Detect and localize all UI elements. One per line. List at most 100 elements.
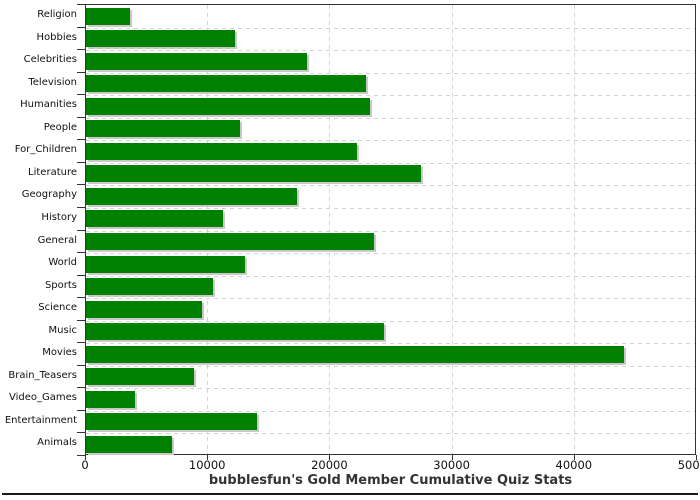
category-label-movies: Movies <box>42 347 77 359</box>
bar-movies <box>86 346 624 363</box>
y-axis-tick <box>77 252 85 253</box>
bar-for_children <box>86 143 357 160</box>
y-axis-tick <box>77 387 85 388</box>
vertical-gridline <box>573 5 575 454</box>
category-label-brain_teasers: Brain_Teasers <box>8 369 77 381</box>
category-label-geography: Geography <box>21 189 77 201</box>
horizontal-gridline <box>86 388 695 389</box>
category-label-television: Television <box>28 76 77 88</box>
y-axis-tick <box>77 27 85 28</box>
bar-people <box>86 120 240 137</box>
bar-video_games <box>86 391 135 408</box>
category-label-music: Music <box>48 324 77 336</box>
y-axis-tick <box>77 342 85 343</box>
y-axis-tick <box>77 455 85 456</box>
x-tick-label-50000: 50000 <box>677 458 700 472</box>
horizontal-gridline <box>86 298 695 299</box>
bar-geography <box>86 188 297 205</box>
horizontal-gridline <box>86 366 695 367</box>
y-axis-tick <box>77 117 85 118</box>
x-tick-label-20000: 20000 <box>311 458 348 472</box>
bar-history <box>86 210 223 227</box>
horizontal-gridline <box>86 28 695 29</box>
category-label-general: General <box>37 234 77 246</box>
horizontal-gridline <box>86 95 695 96</box>
horizontal-gridline <box>86 208 695 209</box>
y-axis-tick <box>77 184 85 185</box>
horizontal-gridline <box>86 118 695 119</box>
x-axis-tick <box>207 455 208 460</box>
horizontal-gridline <box>86 140 695 141</box>
horizontal-gridline <box>86 231 695 232</box>
x-tick-label-40000: 40000 <box>555 458 593 472</box>
horizontal-gridline <box>86 253 695 254</box>
y-axis-tick <box>77 320 85 321</box>
category-label-hobbies: Hobbies <box>36 31 77 43</box>
x-axis-tick <box>329 455 330 460</box>
y-axis-tick <box>77 297 85 298</box>
category-label-for_children: For_Children <box>14 144 77 156</box>
bar-animals <box>86 436 172 453</box>
bar-world <box>86 256 245 273</box>
y-axis-tick <box>77 432 85 433</box>
bar-humanities <box>86 98 370 115</box>
category-label-video_games: Video_Games <box>9 392 77 404</box>
x-axis-tick <box>452 455 453 460</box>
y-axis-tick <box>77 275 85 276</box>
vertical-gridline <box>207 5 209 454</box>
category-label-animals: Animals <box>37 437 77 449</box>
bar-brain_teasers <box>86 368 194 385</box>
bar-music <box>86 323 384 340</box>
bottom-border-divider <box>2 493 698 495</box>
y-axis-tick <box>77 49 85 50</box>
category-label-entertainment: Entertainment <box>4 414 77 426</box>
x-axis-tick <box>574 455 575 460</box>
y-axis-tick <box>77 230 85 231</box>
bar-general <box>86 233 374 250</box>
y-axis-tick <box>77 139 85 140</box>
x-axis-tick <box>85 455 86 460</box>
category-label-sports: Sports <box>44 279 77 291</box>
bar-religion <box>86 8 130 25</box>
horizontal-gridline <box>86 276 695 277</box>
horizontal-gridline <box>86 73 695 74</box>
bar-celebrities <box>86 53 307 70</box>
y-axis-tick <box>77 94 85 95</box>
category-label-celebrities: Celebrities <box>23 54 77 66</box>
horizontal-gridline <box>86 411 695 412</box>
y-axis-tick <box>77 72 85 73</box>
horizontal-gridline <box>86 433 695 434</box>
bar-television <box>86 75 366 92</box>
y-axis-tick <box>77 4 85 5</box>
x-tick-label-10000: 10000 <box>188 458 226 472</box>
category-label-science: Science <box>38 302 77 314</box>
horizontal-gridline <box>86 185 695 186</box>
category-label-humanities: Humanities <box>20 99 77 111</box>
y-axis-tick <box>77 207 85 208</box>
chart-title: bubblesfun's Gold Member Cumulative Quiz… <box>208 473 573 488</box>
y-axis-tick <box>77 365 85 366</box>
bar-literature <box>86 165 421 182</box>
category-label-literature: Literature <box>28 166 77 178</box>
bar-science <box>86 301 202 318</box>
bar-sports <box>86 278 213 295</box>
horizontal-gridline <box>86 343 695 344</box>
category-label-history: History <box>41 211 77 223</box>
category-label-world: World <box>48 257 77 269</box>
horizontal-gridline <box>86 321 695 322</box>
vertical-gridline <box>451 5 453 454</box>
bar-entertainment <box>86 413 257 430</box>
y-axis-tick <box>77 162 85 163</box>
x-tick-label-30000: 30000 <box>433 458 470 472</box>
bar-hobbies <box>86 30 235 47</box>
x-axis-tick <box>696 455 697 460</box>
horizontal-gridline <box>86 50 695 51</box>
vertical-gridline <box>329 5 331 454</box>
horizontal-gridline <box>86 163 695 164</box>
x-tick-label-0: 0 <box>81 458 89 472</box>
category-label-people: People <box>43 121 77 133</box>
plot-area <box>85 4 696 455</box>
y-axis-tick <box>77 410 85 411</box>
category-label-religion: Religion <box>37 9 77 20</box>
